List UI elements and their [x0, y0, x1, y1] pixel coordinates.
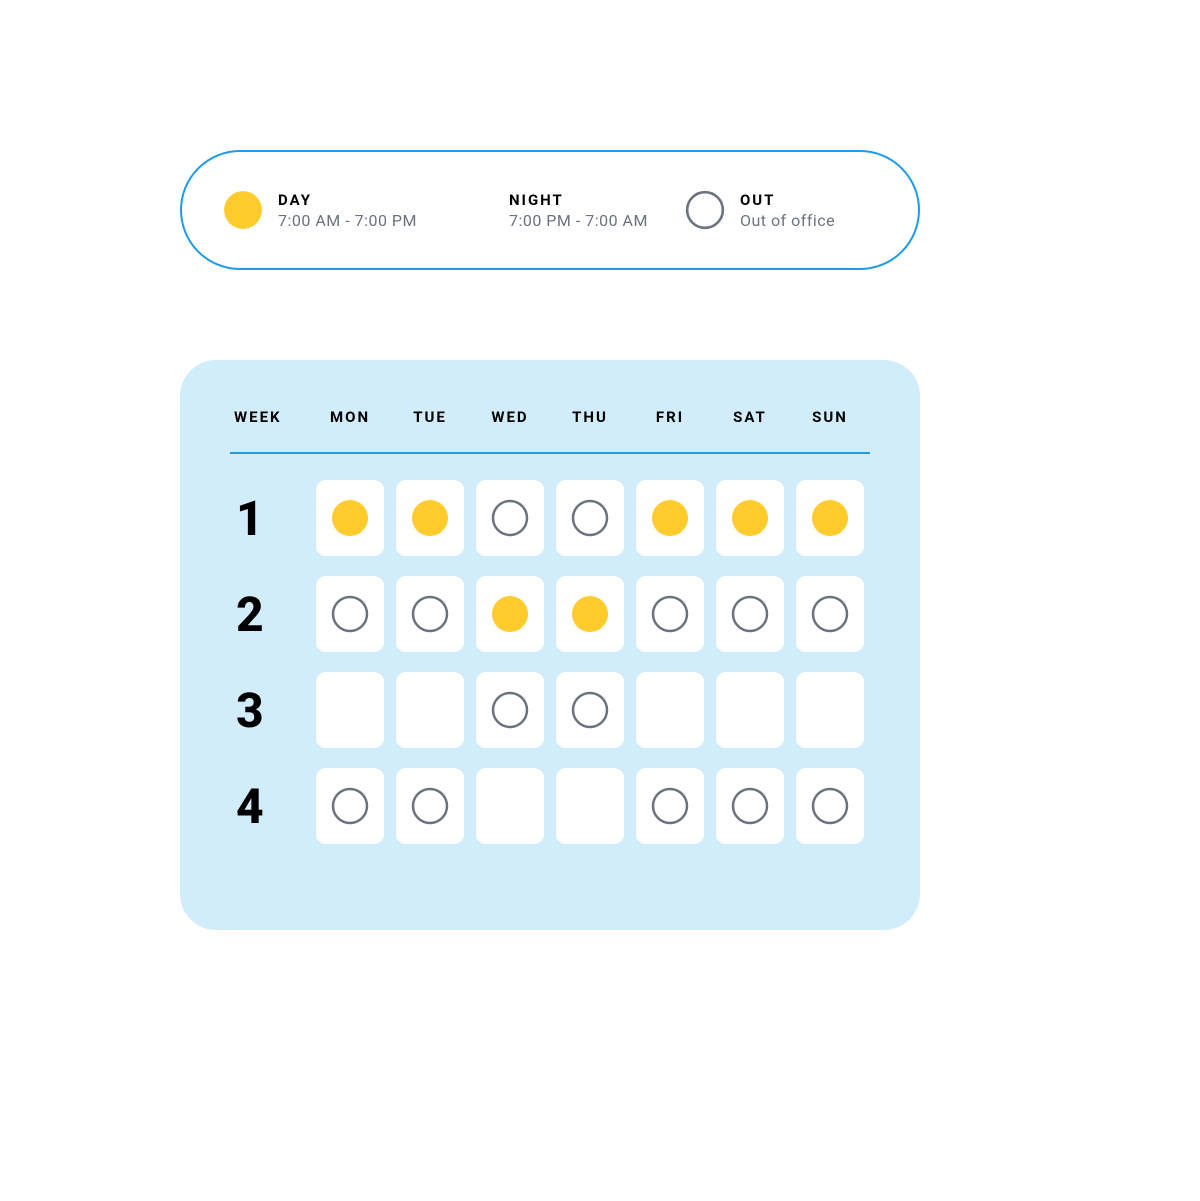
sun-icon — [730, 498, 770, 538]
legend-sub-day: 7:00 AM - 7:00 PM — [278, 211, 417, 230]
schedule-panel: WEEK MON TUE WED THU FRI SAT SUN 1 2 3 4 — [180, 360, 920, 930]
legend-title-out: OUT — [740, 191, 835, 209]
week-number: 1 — [230, 490, 310, 547]
sun-icon — [570, 594, 610, 634]
legend-sub-out: Out of office — [740, 211, 835, 230]
sun-icon — [410, 498, 450, 538]
out-icon — [730, 594, 770, 634]
schedule-cell-fri[interactable] — [636, 576, 704, 652]
legend-item-out: OUT Out of office — [684, 189, 835, 231]
schedule-cell-mon[interactable] — [316, 768, 384, 844]
moon-icon — [810, 690, 850, 730]
legend-item-day: DAY 7:00 AM - 7:00 PM — [222, 189, 417, 231]
schedule-cell-fri[interactable] — [636, 672, 704, 748]
out-icon — [330, 786, 370, 826]
legend-item-night: NIGHT 7:00 PM - 7:00 AM — [453, 189, 648, 231]
schedule-row: 1 — [230, 480, 870, 556]
out-icon — [570, 498, 610, 538]
legend-sub-night: 7:00 PM - 7:00 AM — [509, 211, 648, 230]
header-tue: TUE — [390, 408, 470, 426]
schedule-body: 1 2 3 4 — [230, 480, 870, 844]
out-icon — [410, 594, 450, 634]
out-icon — [810, 786, 850, 826]
moon-icon — [730, 690, 770, 730]
schedule-cell-wed[interactable] — [476, 576, 544, 652]
sun-icon — [650, 498, 690, 538]
out-icon — [810, 594, 850, 634]
out-icon — [570, 690, 610, 730]
header-wed: WED — [470, 408, 550, 426]
schedule-cell-thu[interactable] — [556, 480, 624, 556]
schedule-cell-thu[interactable] — [556, 672, 624, 748]
schedule-row: 3 — [230, 672, 870, 748]
schedule-cell-mon[interactable] — [316, 672, 384, 748]
schedule-cell-sun[interactable] — [796, 480, 864, 556]
header-week: WEEK — [230, 408, 310, 426]
out-icon — [410, 786, 450, 826]
schedule-cell-sat[interactable] — [716, 480, 784, 556]
schedule-cell-tue[interactable] — [396, 576, 464, 652]
schedule-cell-sun[interactable] — [796, 672, 864, 748]
legend-text-day: DAY 7:00 AM - 7:00 PM — [278, 191, 417, 230]
header-thu: THU — [550, 408, 630, 426]
legend-text-out: OUT Out of office — [740, 191, 835, 230]
header-sun: SUN — [790, 408, 870, 426]
schedule-row: 4 — [230, 768, 870, 844]
header-mon: MON — [310, 408, 390, 426]
sun-icon — [490, 594, 530, 634]
legend-text-night: NIGHT 7:00 PM - 7:00 AM — [509, 191, 648, 230]
schedule-header-row: WEEK MON TUE WED THU FRI SAT SUN — [230, 408, 870, 454]
schedule-cell-wed[interactable] — [476, 672, 544, 748]
moon-icon — [570, 786, 610, 826]
schedule-cell-tue[interactable] — [396, 768, 464, 844]
schedule-cell-mon[interactable] — [316, 576, 384, 652]
moon-icon — [490, 786, 530, 826]
moon-icon — [410, 690, 450, 730]
schedule-cell-wed[interactable] — [476, 480, 544, 556]
schedule-cell-sun[interactable] — [796, 768, 864, 844]
moon-icon — [330, 690, 370, 730]
sun-icon — [810, 498, 850, 538]
legend-title-day: DAY — [278, 191, 417, 209]
legend-title-night: NIGHT — [509, 191, 648, 209]
out-icon — [490, 690, 530, 730]
header-sat: SAT — [710, 408, 790, 426]
legend-panel: DAY 7:00 AM - 7:00 PM NIGHT 7:00 PM - 7:… — [180, 150, 920, 270]
schedule-cell-thu[interactable] — [556, 576, 624, 652]
moon-icon — [650, 690, 690, 730]
schedule-cell-sat[interactable] — [716, 576, 784, 652]
schedule-cell-fri[interactable] — [636, 480, 704, 556]
sun-icon — [222, 189, 264, 231]
schedule-cell-wed[interactable] — [476, 768, 544, 844]
schedule-cell-fri[interactable] — [636, 768, 704, 844]
schedule-cell-sat[interactable] — [716, 768, 784, 844]
schedule-cell-thu[interactable] — [556, 768, 624, 844]
schedule-cell-tue[interactable] — [396, 672, 464, 748]
out-icon — [330, 594, 370, 634]
out-icon — [650, 786, 690, 826]
week-number: 3 — [230, 682, 310, 739]
header-fri: FRI — [630, 408, 710, 426]
week-number: 4 — [230, 778, 310, 835]
sun-icon — [330, 498, 370, 538]
schedule-row: 2 — [230, 576, 870, 652]
moon-icon — [453, 189, 495, 231]
schedule-cell-sat[interactable] — [716, 672, 784, 748]
schedule-cell-sun[interactable] — [796, 576, 864, 652]
out-icon — [490, 498, 530, 538]
schedule-cell-mon[interactable] — [316, 480, 384, 556]
out-icon — [730, 786, 770, 826]
out-icon — [650, 594, 690, 634]
schedule-cell-tue[interactable] — [396, 480, 464, 556]
week-number: 2 — [230, 586, 310, 643]
out-icon — [684, 189, 726, 231]
